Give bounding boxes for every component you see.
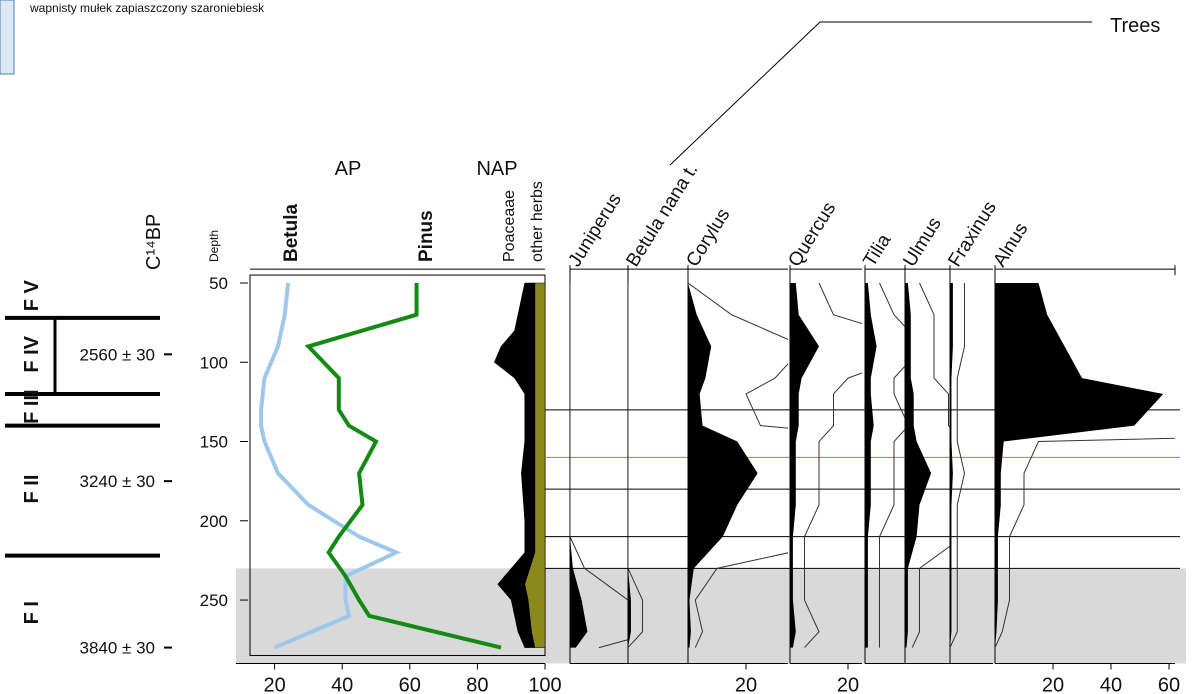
zone-label: F II (21, 475, 43, 504)
legend-text: wapnisty mułek zapiaszczony szaroniebies… (29, 1, 265, 15)
taxon-area (950, 283, 953, 648)
exaggeration-curve (628, 283, 643, 648)
taxon-label: Ulmus (899, 214, 945, 271)
taxon-area (865, 283, 877, 648)
legend-swatch (0, 0, 15, 75)
zone-label: F III (21, 389, 43, 423)
taxon-label: Tilia (859, 230, 895, 270)
ap-line (259, 282, 402, 650)
x-tick-label: 40 (331, 675, 353, 694)
trees-title: Trees (1110, 15, 1160, 37)
y-tick-label: 100 (200, 353, 228, 372)
zone-label: F I (21, 601, 43, 624)
date-label: 3840 ± 30 (79, 639, 155, 658)
sediment-band (236, 568, 1186, 664)
exaggeration-curve (911, 282, 950, 648)
series-label: Pinus (416, 210, 437, 262)
x-tick-label: 60 (399, 675, 421, 694)
ap-title: AP (335, 158, 362, 180)
y-tick-label: 150 (200, 433, 228, 452)
nap-title: NAP (476, 158, 517, 180)
x-tick-label: 20 (735, 675, 757, 694)
y-tick-label: 200 (200, 512, 228, 531)
taxon-area (628, 283, 631, 648)
series-label: Poaceaae (501, 190, 518, 262)
x-tick-label: 80 (466, 675, 488, 694)
taxon-area (570, 283, 588, 648)
x-tick-label: 40 (1100, 675, 1122, 694)
y-tick-label: 250 (200, 591, 228, 610)
taxon-area (790, 283, 819, 648)
x-tick-label: 100 (528, 675, 561, 694)
taxon-area (688, 283, 758, 648)
taxon-label: Quercus (784, 199, 840, 271)
taxon-label: Alnus (989, 219, 1032, 270)
exaggeration-curve (688, 282, 788, 648)
ap-line (304, 283, 502, 650)
taxon-area (905, 283, 932, 648)
x-tick-label: 20 (837, 675, 859, 694)
exaggeration-curve (995, 437, 1175, 648)
series-label: Betula (281, 204, 302, 263)
exaggeration-curve (804, 282, 862, 648)
exaggeration-curve (570, 283, 628, 649)
trees-bracket (669, 21, 1092, 166)
depth-label: Depth (207, 230, 221, 262)
x-tick-label: 20 (263, 675, 285, 694)
age-label: C¹⁴BP (143, 214, 165, 270)
taxon-label: Juniperus (564, 190, 625, 271)
date-label: 3240 ± 30 (79, 472, 155, 491)
x-tick-label: 60 (1158, 675, 1180, 694)
zone-label: F IV (21, 335, 43, 372)
exaggeration-curve (879, 282, 905, 648)
y-tick-label: 50 (209, 274, 228, 293)
series-label: other herbs (529, 181, 546, 262)
taxon-label: Corylus (682, 205, 734, 271)
x-tick-label: 20 (1042, 675, 1064, 694)
date-label: 2560 ± 30 (79, 345, 155, 364)
nap-area (493, 282, 536, 648)
exaggeration-curve (950, 283, 966, 648)
zone-label: F V (21, 279, 43, 311)
taxon-area (995, 283, 1164, 648)
